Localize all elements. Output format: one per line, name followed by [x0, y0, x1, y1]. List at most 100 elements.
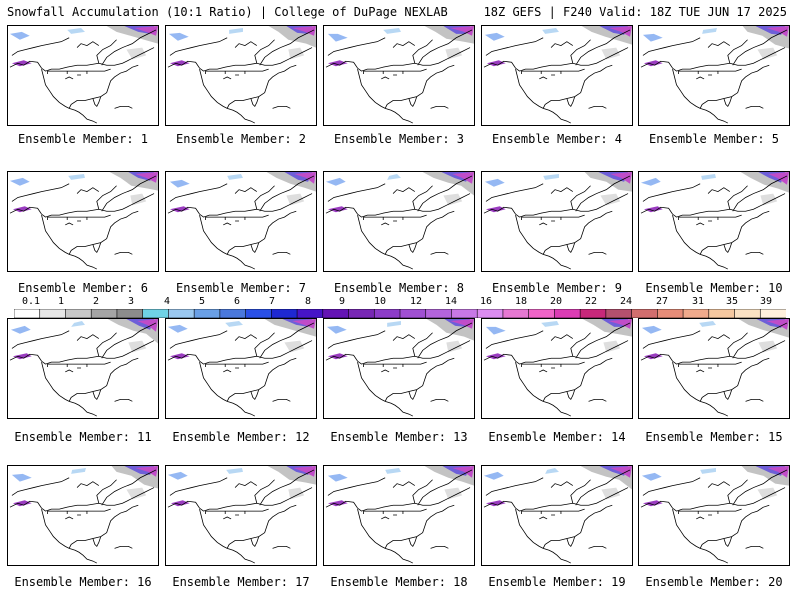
snowfall-map: [640, 172, 789, 270]
colorbar-tick-label: 5: [199, 296, 206, 307]
ensemble-map-panel: [638, 171, 790, 272]
ensemble-map-panel: [7, 171, 159, 272]
ensemble-map-panel: [481, 171, 633, 272]
colorbar-tick-label: 18: [515, 296, 528, 307]
snowfall-map: [483, 26, 632, 124]
ensemble-map-panel: [7, 25, 159, 126]
colorbar-swatch: [554, 309, 581, 318]
ensemble-map-panel: [323, 465, 475, 566]
colorbar-swatch: [90, 309, 118, 318]
colorbar-swatch: [605, 309, 633, 318]
colorbar-tick-label: 35: [726, 296, 739, 307]
colorbar-swatch: [219, 309, 247, 318]
valid-time: 18Z GEFS | F240 Valid: 18Z TUE JUN 17 20…: [483, 5, 787, 19]
colorbar-tick-label: 9: [339, 296, 346, 307]
colorbar-swatch: [168, 309, 195, 318]
colorbar-tick-label: 39: [760, 296, 773, 307]
ensemble-map-panel: [7, 318, 159, 419]
colorbar: [14, 309, 786, 318]
ensemble-map-panel: [638, 25, 790, 126]
colorbar-swatch: [271, 309, 298, 318]
snowfall-map: [9, 26, 158, 124]
ensemble-map-panel: [481, 318, 633, 419]
snowfall-map: [325, 319, 474, 417]
member-label: Ensemble Member: 19: [488, 575, 626, 589]
snowfall-map: [167, 26, 316, 124]
colorbar-swatch: [502, 309, 530, 318]
member-label: Ensemble Member: 18: [330, 575, 468, 589]
member-label: Ensemble Member: 15: [645, 430, 783, 444]
snowfall-map: [9, 319, 158, 417]
ensemble-map-panel: [165, 318, 317, 419]
colorbar-swatch: [451, 309, 479, 318]
snowfall-map: [483, 172, 632, 270]
member-label: Ensemble Member: 4: [491, 132, 623, 146]
snowfall-map: [640, 26, 789, 124]
colorbar-tick-label: 6: [234, 296, 241, 307]
colorbar-swatch: [476, 309, 504, 318]
member-label: Ensemble Member: 14: [488, 430, 626, 444]
ensemble-map-panel: [323, 25, 475, 126]
snowfall-map: [9, 466, 158, 564]
colorbar-swatch: [373, 309, 401, 318]
ensemble-map-panel: [481, 465, 633, 566]
colorbar-tick-label: 16: [480, 296, 493, 307]
colorbar-swatch: [682, 309, 710, 318]
member-label: Ensemble Member: 10: [645, 281, 783, 295]
member-label: Ensemble Member: 5: [648, 132, 780, 146]
snowfall-map: [9, 172, 158, 270]
colorbar-tick-label: 31: [692, 296, 705, 307]
member-label: Ensemble Member: 12: [172, 430, 310, 444]
ensemble-map-panel: [638, 465, 790, 566]
ensemble-map-panel: [638, 318, 790, 419]
snowfall-map: [640, 466, 789, 564]
ensemble-map-panel: [323, 318, 475, 419]
snowfall-map: [167, 319, 316, 417]
snowfall-map: [167, 172, 316, 270]
colorbar-tick-label: 14: [445, 296, 458, 307]
colorbar-swatch: [65, 309, 93, 318]
ensemble-map-panel: [323, 171, 475, 272]
ensemble-map-panel: [165, 25, 317, 126]
colorbar-swatch: [142, 309, 170, 318]
member-label: Ensemble Member: 11: [14, 430, 152, 444]
colorbar-swatch: [579, 309, 607, 318]
colorbar-tick-label: 7: [269, 296, 276, 307]
colorbar-swatch: [399, 309, 427, 318]
colorbar-tick-label: 12: [410, 296, 423, 307]
colorbar-swatch: [657, 309, 684, 318]
colorbar-tick-label: 27: [656, 296, 669, 307]
colorbar-tick-label: 2: [93, 296, 100, 307]
colorbar-swatch: [193, 309, 221, 318]
colorbar-swatch: [348, 309, 376, 318]
chart-title: Snowfall Accumulation (10:1 Ratio) | Col…: [7, 5, 448, 19]
ensemble-map-panel: [7, 465, 159, 566]
colorbar-swatch: [528, 309, 556, 318]
colorbar-tick-label: 4: [164, 296, 171, 307]
colorbar-swatch: [322, 309, 350, 318]
member-label: Ensemble Member: 13: [330, 430, 468, 444]
snowfall-map: [640, 319, 789, 417]
colorbar-tick-label: 24: [620, 296, 633, 307]
colorbar-tick-label: 3: [128, 296, 135, 307]
member-label: Ensemble Member: 20: [645, 575, 783, 589]
member-label: Ensemble Member: 16: [14, 575, 152, 589]
colorbar-tick-label: 8: [305, 296, 312, 307]
colorbar-swatch: [631, 309, 659, 318]
colorbar-tick-label: 20: [550, 296, 563, 307]
colorbar-swatch: [14, 309, 41, 318]
colorbar-tick-label: 1: [58, 296, 65, 307]
snowfall-map: [325, 26, 474, 124]
snowfall-map: [325, 172, 474, 270]
colorbar-swatch: [734, 309, 762, 318]
ensemble-map-panel: [481, 25, 633, 126]
member-label: Ensemble Member: 1: [17, 132, 149, 146]
colorbar-tick-label: 22: [585, 296, 598, 307]
colorbar-swatch: [759, 309, 786, 318]
snowfall-map: [483, 319, 632, 417]
colorbar-swatch: [245, 309, 273, 318]
snowfall-map: [325, 466, 474, 564]
snowfall-map: [167, 466, 316, 564]
ensemble-map-panel: [165, 171, 317, 272]
colorbar-tick-label: 0.1: [22, 296, 41, 307]
